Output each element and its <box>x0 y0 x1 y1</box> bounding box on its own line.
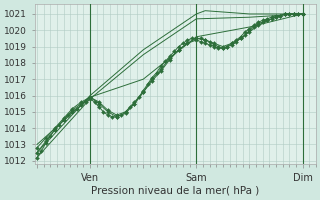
X-axis label: Pression niveau de la mer( hPa ): Pression niveau de la mer( hPa ) <box>91 186 260 196</box>
